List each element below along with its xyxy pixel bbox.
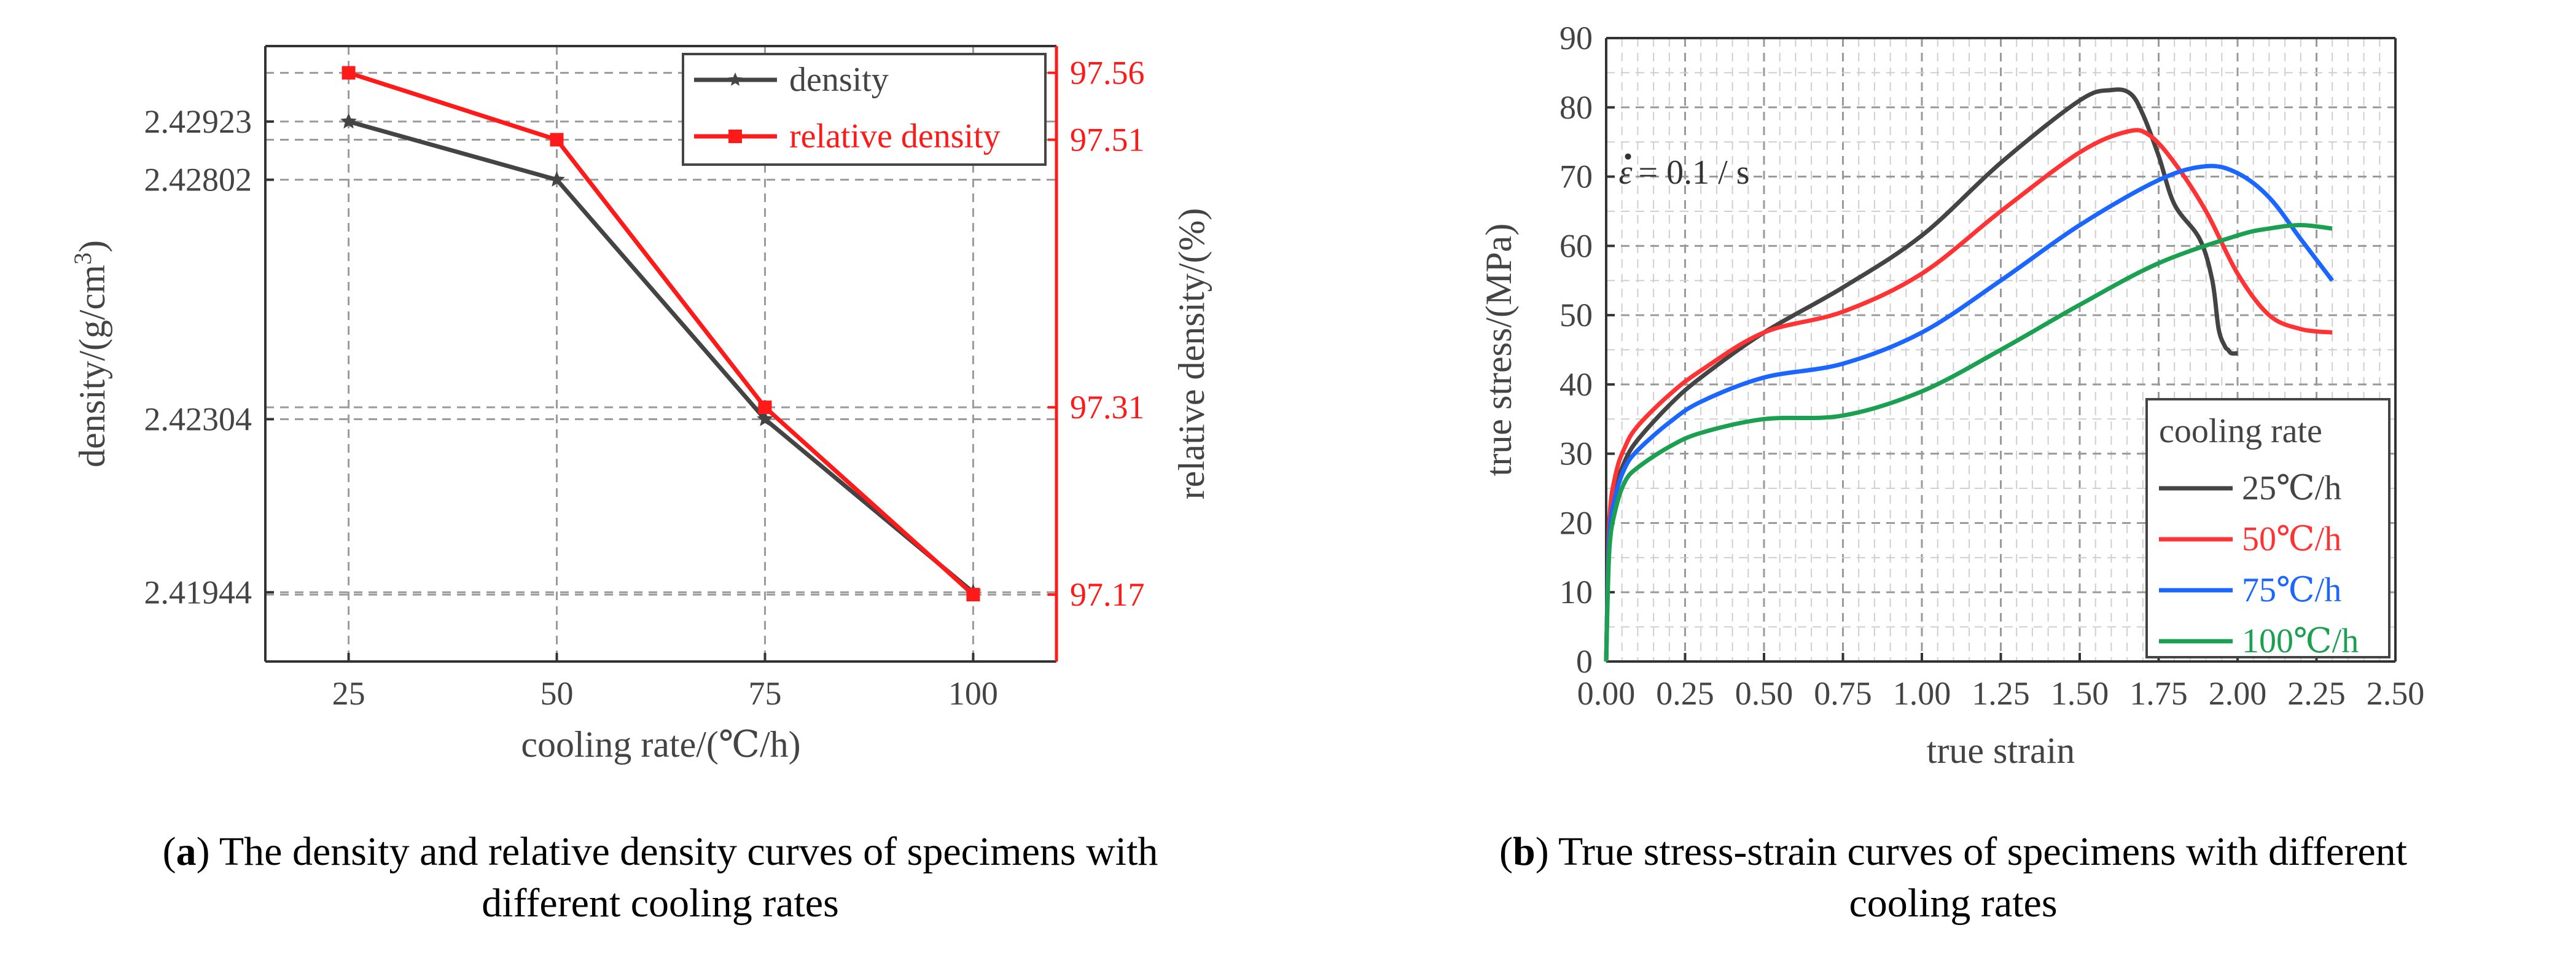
panel-b-y-title: true stress/(MPa) (1478, 224, 1519, 477)
panel-a-x-tick-label: 75 (748, 675, 781, 712)
caption-b: (b) True stress-strain curves of specime… (1499, 829, 2408, 926)
panel-a-left-tick-label: 2.42304 (144, 400, 252, 437)
panel-b-x-tick-label: 0.50 (1735, 675, 1793, 712)
panel-b-curve-75 (1604, 163, 2334, 662)
panel-b-y-tick-label: 40 (1559, 366, 1593, 403)
panel-a-legend-relative-marker (728, 130, 742, 143)
panel-b-x-tick-label: 2.50 (2367, 675, 2425, 712)
panel-a-legend-relative-label: relative density (789, 117, 1001, 155)
panel-b-x-tick-label: 0.00 (1577, 675, 1636, 712)
panel-a-density-point (548, 171, 565, 187)
panel-a-left-title-main: density/(g/cm (72, 265, 112, 467)
panel-a-left-title: density/(g/cm3) (69, 240, 113, 467)
panel-b-legend-label-25: 25℃/h (2242, 469, 2341, 507)
panel-a-relative-density-line (348, 71, 975, 596)
caption-a-label: a (176, 829, 197, 874)
panel-a-legend-density-marker (728, 72, 743, 86)
panel-b-x-tick-label: 0.75 (1814, 675, 1872, 712)
panel-b-y-tick-label: 0 (1576, 643, 1593, 680)
panel-b-legend-label-50: 50℃/h (2242, 520, 2341, 558)
caption-b-line1: ) True stress-strain curves of specimens… (1535, 829, 2408, 874)
panel-a-right-tick-label: 97.51 (1070, 121, 1145, 158)
panel-b-y-tick-label: 60 (1559, 227, 1593, 264)
panel-a-legend-density-label: density (789, 61, 889, 99)
panel-a-x-tick-label: 50 (541, 675, 574, 712)
panel-a-left-tick-label: 2.42802 (144, 162, 252, 198)
panel-a-left-tick-label: 2.41944 (144, 574, 252, 611)
panel-a-legend: density relative density (682, 53, 1047, 166)
panel-b-x-tick-label: 2.25 (2287, 675, 2346, 712)
panel-a-relative-density-point (966, 588, 980, 602)
panel-b-legend: cooling rate 25℃/h 50℃/h 75℃/h 100℃/h (2145, 398, 2391, 660)
panel-b-x-tick-label: 1.00 (1893, 675, 1951, 712)
panel-b-x-tick-label: 2.00 (2209, 675, 2267, 712)
panel-b-x-tick-label: 1.50 (2051, 675, 2109, 712)
panel-a-chart: 25 50 75 100 2.42923 2.42802 2.42304 2.41944 97.… (69, 45, 1212, 765)
panel-b-x-tick-label: 1.25 (1972, 675, 2030, 712)
panel-b-annotation-eps: ε (1619, 154, 1633, 192)
caption-a-line2: different cooling rates (482, 881, 839, 926)
panel-a-right-tick-label: 97.17 (1070, 576, 1145, 613)
panel-b-legend-title: cooling rate (2159, 412, 2322, 450)
panel-a-right-title: relative density/(%) (1171, 208, 1212, 500)
panel-a-right-tick-label: 97.56 (1070, 55, 1145, 92)
caption-a-line1: ) The density and relative density curve… (196, 829, 1158, 874)
panel-b-y-tick-label: 70 (1559, 158, 1593, 195)
panel-b-annotation-dot (1625, 153, 1631, 160)
panel-a-left-title-end: ) (72, 240, 112, 252)
panel-b-legend-label-100: 100℃/h (2242, 622, 2359, 660)
panel-a-left-title-sup: 3 (69, 252, 96, 265)
panel-b-y-tick-label: 80 (1559, 89, 1593, 126)
caption-b-line2: cooling rates (1849, 881, 2058, 926)
panel-a-x-tick-label: 100 (948, 675, 998, 712)
panel-a-relative-density-point (758, 400, 772, 415)
panel-a-density-point (340, 112, 357, 129)
caption-b-label: b (1512, 829, 1536, 874)
panel-a-density-line (348, 119, 975, 594)
panel-b-y-tick-label: 50 (1559, 297, 1593, 334)
panel-b-y-tick-label: 90 (1559, 20, 1593, 57)
panel-b-curve-50 (1604, 128, 2333, 662)
panel-a-density-point (757, 410, 773, 426)
panel-b-x-tick-label: 0.25 (1656, 675, 1714, 712)
panel-b-x-tick-label: 1.75 (2129, 675, 2188, 712)
panel-a-relative-density-point (550, 133, 564, 147)
panel-b-legend-box (2145, 398, 2391, 658)
panel-a-x-title: cooling rate/(℃/h) (521, 724, 800, 765)
panel-b-y-tick-label: 10 (1559, 574, 1593, 611)
panel-a-x-tick-label: 25 (332, 675, 365, 712)
panel-b-chart: 0.00 0.25 0.50 0.75 1.00 1.25 1.50 1.75 2.00 2.25… (1478, 20, 2424, 771)
panel-a-relative-density-point (342, 66, 356, 80)
caption-a: (a) The density and relative density cur… (162, 829, 1158, 926)
panel-b-x-title: true strain (1927, 730, 2075, 771)
panel-a-legend-box (682, 53, 1047, 166)
panel-b-y-tick-label: 30 (1559, 435, 1593, 472)
panel-b-y-tick-label: 20 (1559, 504, 1593, 541)
panel-b-annotation-text: = 0.1 / s (1639, 154, 1750, 192)
panel-a-right-tick-label: 97.31 (1070, 389, 1145, 426)
panel-b-curve-100 (1604, 223, 2333, 662)
panel-a-left-tick-label: 2.42923 (144, 103, 252, 140)
panel-b-legend-label-75: 75℃/h (2242, 571, 2341, 609)
panel-b-curve-25 (1604, 87, 2238, 662)
